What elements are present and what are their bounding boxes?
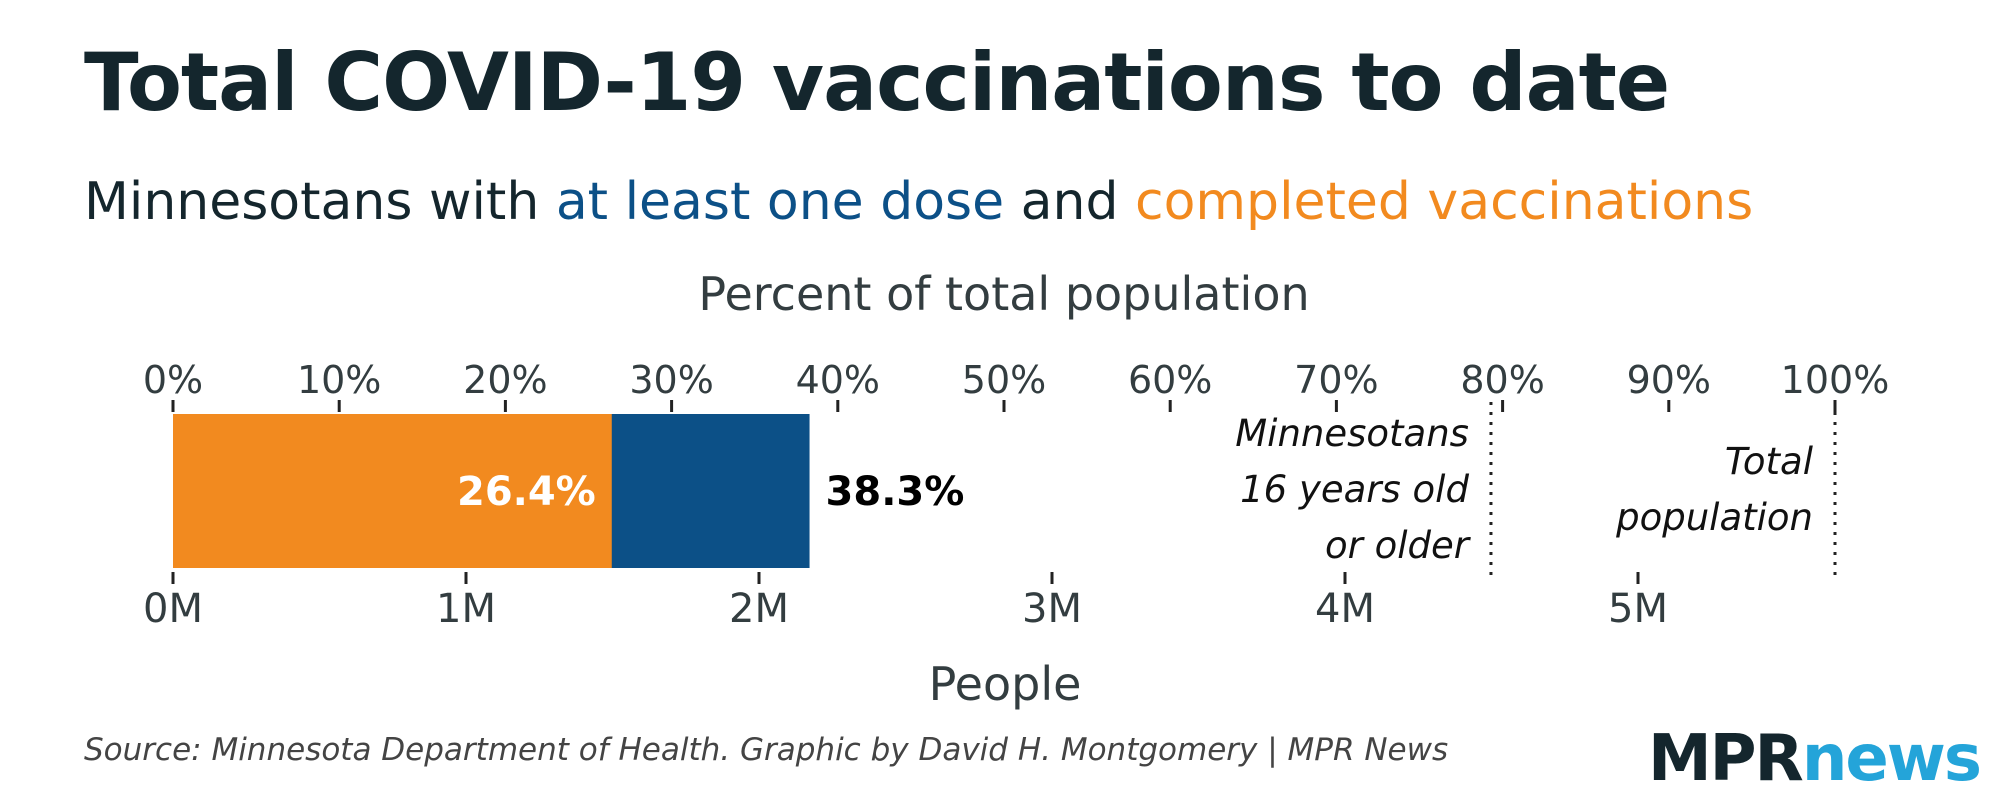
bar-value-label-completed: 26.4% <box>457 469 596 515</box>
subtitle-one-dose: at least one dose <box>555 172 1005 232</box>
reference-line-label: Total <box>1725 440 1814 483</box>
bottom-tick-label: 3M <box>1022 586 1082 632</box>
chart-title: Total COVID-19 vaccinations to date <box>84 36 1670 129</box>
logo-news: news <box>1801 722 1982 796</box>
top-tick-label: 0% <box>143 358 203 402</box>
bottom-axis-label: People <box>929 657 1082 711</box>
top-tick-label: 80% <box>1460 358 1544 402</box>
top-axis-label: Percent of total population <box>698 267 1309 321</box>
bottom-tick-label: 5M <box>1608 586 1668 632</box>
reference-line-label: Minnesotans <box>1235 412 1469 455</box>
vaccination-chart: Percent of total population 0% 10% 20% 30% 40… <box>143 267 1890 711</box>
bar-completed-vaccinations <box>173 414 612 568</box>
top-tick-label: 10% <box>297 358 381 402</box>
subtitle-mid: and <box>1004 172 1135 232</box>
bottom-tick-label: 4M <box>1315 586 1375 632</box>
bottom-tick-label: 0M <box>143 586 203 632</box>
subtitle-completed: completed vaccinations <box>1135 172 1754 232</box>
top-tick-label: 90% <box>1627 358 1711 402</box>
subtitle-prefix: Minnesotans with <box>84 172 556 232</box>
top-tick-label: 40% <box>796 358 880 402</box>
top-tick-label: 70% <box>1294 358 1378 402</box>
top-tick-label: 20% <box>463 358 547 402</box>
chart-subtitle: Minnesotans with at least one dose and c… <box>84 172 1753 232</box>
reference-line-label: 16 years old <box>1240 468 1469 511</box>
top-tick-label: 30% <box>629 358 713 402</box>
mpr-news-logo: MPRnews <box>1647 722 1982 796</box>
top-tick-label: 60% <box>1128 358 1212 402</box>
reference-line-label: or older <box>1325 524 1472 567</box>
bottom-tick-label: 1M <box>436 586 496 632</box>
top-tick-label: 50% <box>962 358 1046 402</box>
reference-line-label: population <box>1615 496 1813 539</box>
logo-mpr: MPR <box>1647 722 1804 796</box>
bar-value-label-one-dose: 38.3% <box>826 469 965 515</box>
source-note: Source: Minnesota Department of Health. … <box>84 732 1449 768</box>
bottom-tick-label: 2M <box>729 586 789 632</box>
top-tick-label: 100% <box>1781 358 1890 402</box>
